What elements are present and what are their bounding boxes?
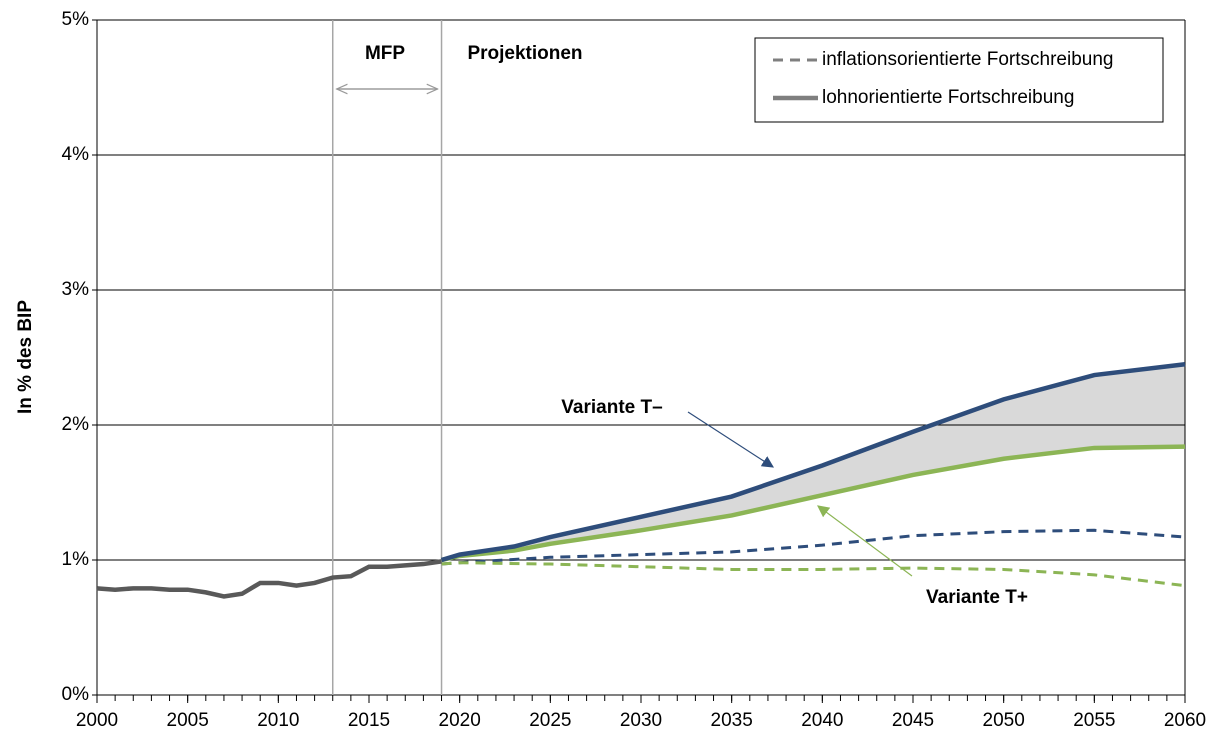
- x-tick-label: 2010: [257, 710, 299, 731]
- x-tick-label: 2040: [801, 710, 843, 731]
- annotation: Variante T–: [561, 397, 662, 418]
- legend-box: [754, 37, 1164, 123]
- annotation: Variante T+: [926, 587, 1028, 608]
- annotation: Projektionen: [467, 43, 582, 64]
- legend-label: inflationsorientierte Fortschreibung: [822, 49, 1114, 70]
- y-tick-label: 4%: [62, 144, 90, 165]
- y-tick-label: 5%: [62, 9, 90, 30]
- annotation-arrow: [687, 411, 775, 468]
- x-tick-label: 2015: [348, 710, 390, 731]
- band: [441, 364, 1185, 560]
- x-tick-label: 2000: [76, 710, 118, 731]
- legend-label: lohnorientierte Fortschreibung: [822, 87, 1074, 108]
- x-tick-label: 2020: [439, 710, 481, 731]
- y-tick-label: 2%: [62, 414, 90, 435]
- y-tick-label: 1%: [62, 549, 90, 570]
- annotation-arrow: [817, 505, 913, 577]
- x-tick-label: 2035: [711, 710, 753, 731]
- x-tick-label: 2055: [1073, 710, 1115, 731]
- y-tick-label: 0%: [62, 684, 90, 705]
- x-tick-label: 2050: [983, 710, 1025, 731]
- x-tick-label: 2005: [167, 710, 209, 731]
- x-tick-label: 2060: [1164, 710, 1206, 731]
- x-tick-label: 2045: [892, 710, 934, 731]
- series-line: [441, 561, 1186, 588]
- y-tick-label: 3%: [62, 279, 90, 300]
- annotation: MFP: [365, 43, 405, 64]
- x-tick-label: 2025: [529, 710, 571, 731]
- y-axis-label: In % des BIP: [15, 300, 36, 414]
- x-tick-label: 2030: [620, 710, 662, 731]
- series-line: [440, 362, 1186, 563]
- series-line: [441, 444, 1186, 563]
- series-line: [96, 559, 442, 599]
